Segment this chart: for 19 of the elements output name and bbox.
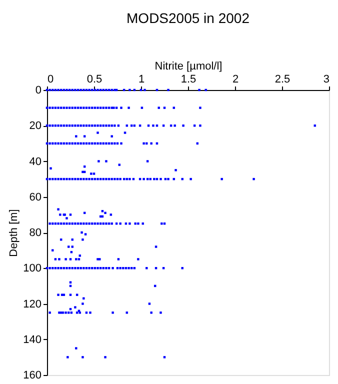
y-axis-title: Depth [m]	[8, 209, 20, 257]
y-tick-label: 120	[23, 298, 42, 310]
y-tick-label: 100	[23, 262, 42, 275]
x-tick-label: 1	[138, 74, 145, 86]
y-tick-label: 160	[23, 370, 42, 382]
x-tick-label: 1.5	[180, 74, 196, 86]
x-tick-label: 0	[48, 74, 54, 86]
x-tick-label: 2	[232, 74, 239, 86]
y-tick-label: 40	[29, 156, 42, 168]
y-tick-label: 140	[23, 334, 42, 346]
x-tick-label: 2.5	[274, 74, 290, 86]
x-tick-label: 0.5	[86, 74, 102, 86]
y-tick-label: 20	[29, 120, 42, 132]
x-tick-label: 3	[323, 74, 330, 86]
y-tick-label: 0	[35, 84, 42, 96]
x-axis-title: Nitrite [µmol/l]	[154, 60, 222, 72]
y-tick-label: 60	[29, 191, 42, 204]
chart-title: MODS2005 in 2002	[126, 10, 250, 26]
y-tick-label: 80	[29, 227, 42, 239]
